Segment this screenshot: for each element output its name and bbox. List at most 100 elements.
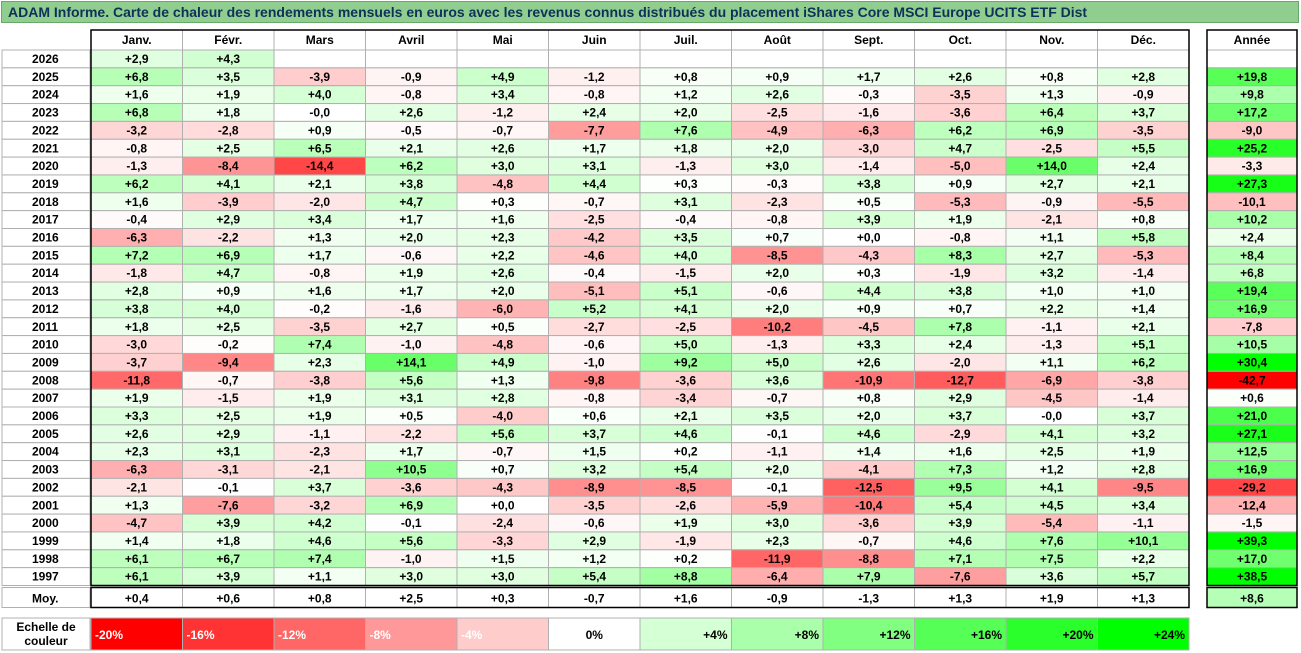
annual-value: +10,5 bbox=[1237, 338, 1268, 352]
heatmap-value: -1,5 bbox=[675, 266, 696, 280]
heatmap-value: +1,5 bbox=[582, 445, 606, 459]
heatmap-value: +2,1 bbox=[674, 409, 698, 423]
heatmap-value: +4,1 bbox=[1040, 480, 1064, 494]
heatmap-value: -0,1 bbox=[401, 516, 422, 530]
heatmap-value: +2,0 bbox=[857, 409, 881, 423]
scale-swatch-label: -12% bbox=[278, 628, 306, 642]
heatmap-value: -1,3 bbox=[767, 338, 788, 352]
heatmap-value: -1,4 bbox=[1133, 391, 1154, 405]
heatmap-value: +4,0 bbox=[308, 88, 332, 102]
heatmap-value: +1,9 bbox=[216, 88, 240, 102]
heatmap-value: -4,5 bbox=[1041, 391, 1062, 405]
heatmap-value: +1,2 bbox=[582, 552, 606, 566]
heatmap-value: -1,5 bbox=[218, 391, 239, 405]
annual-value: +19,4 bbox=[1237, 284, 1268, 298]
avg-value: +0,3 bbox=[491, 592, 515, 606]
heatmap-value: +0,7 bbox=[491, 463, 515, 477]
heatmap-value: +2,8 bbox=[491, 391, 515, 405]
heatmap-value: -0,7 bbox=[218, 373, 239, 387]
heatmap-value: +2,6 bbox=[125, 427, 149, 441]
heatmap-value: -11,9 bbox=[764, 552, 791, 566]
heatmap-value: +6,1 bbox=[125, 552, 149, 566]
heatmap-value: -4,9 bbox=[767, 123, 788, 137]
scale-swatch-label: +12% bbox=[879, 628, 910, 642]
heatmap-value: -9,8 bbox=[584, 373, 605, 387]
heatmap-value: +3,3 bbox=[125, 409, 149, 423]
heatmap-value: +1,3 bbox=[1040, 88, 1064, 102]
heatmap-value: -3,5 bbox=[309, 320, 330, 334]
heatmap-value: +5,5 bbox=[1131, 141, 1155, 155]
year-label: 2016 bbox=[32, 231, 59, 245]
heatmap-value: +3,6 bbox=[1040, 570, 1064, 584]
year-label: 2004 bbox=[32, 445, 59, 459]
heatmap-value: -2,1 bbox=[1041, 213, 1062, 227]
heatmap-value: -2,5 bbox=[584, 213, 605, 227]
month-header: Août bbox=[764, 33, 791, 47]
heatmap-value: -3,6 bbox=[950, 106, 971, 120]
heatmap-value: -3,0 bbox=[858, 141, 879, 155]
heatmap-value: +4,6 bbox=[948, 534, 972, 548]
heatmap-value: +2,3 bbox=[125, 445, 149, 459]
heatmap-cell bbox=[365, 49, 458, 69]
heatmap-value: -10,4 bbox=[855, 498, 883, 512]
heatmap-value: +3,4 bbox=[308, 213, 332, 227]
heatmap-value: +0,8 bbox=[857, 391, 881, 405]
heatmap-value: +1,7 bbox=[857, 70, 881, 84]
heatmap-value: -3,8 bbox=[1133, 373, 1154, 387]
heatmap-value: -10,9 bbox=[855, 373, 883, 387]
year-label: 2021 bbox=[32, 141, 59, 155]
heatmap-value: -0,0 bbox=[309, 106, 330, 120]
heatmap-value: +9,5 bbox=[948, 480, 972, 494]
avg-label-cell bbox=[1, 587, 91, 608]
month-header: Avril bbox=[398, 33, 424, 47]
heatmap-value: +4,3 bbox=[216, 52, 240, 66]
heatmap-value: +1,1 bbox=[1040, 355, 1064, 369]
heatmap-value: +6,9 bbox=[216, 248, 240, 262]
heatmap-value: +2,6 bbox=[399, 106, 423, 120]
heatmap-value: -7,6 bbox=[950, 570, 971, 584]
heatmap-value: +3,2 bbox=[1040, 266, 1064, 280]
year-cell bbox=[1, 567, 91, 587]
month-header: Nov. bbox=[1039, 33, 1064, 47]
heatmap-value: -3,2 bbox=[126, 123, 147, 137]
annual-value: +25,2 bbox=[1237, 141, 1268, 155]
heatmap-value: -2,8 bbox=[218, 123, 239, 137]
heatmap-value: +1,1 bbox=[308, 570, 332, 584]
heatmap-value: +3,1 bbox=[674, 195, 698, 209]
heatmap-value: +0,7 bbox=[765, 231, 789, 245]
heatmap-value: +2,7 bbox=[1040, 248, 1064, 262]
heatmap-value: +3,0 bbox=[765, 159, 789, 173]
scale-swatch bbox=[1097, 617, 1190, 651]
heatmap-value: +0,8 bbox=[1040, 70, 1064, 84]
heatmap-value: -0,4 bbox=[584, 266, 605, 280]
heatmap-value: -3,6 bbox=[675, 373, 696, 387]
heatmap-value: -0,1 bbox=[218, 480, 239, 494]
heatmap-value: +2,8 bbox=[1131, 463, 1155, 477]
heatmap-value: -0,0 bbox=[1041, 409, 1062, 423]
heatmap-value: -0,3 bbox=[858, 88, 879, 102]
heatmap-value: +1,7 bbox=[399, 213, 423, 227]
year-label: 2020 bbox=[32, 159, 59, 173]
year-label: 2009 bbox=[32, 355, 59, 369]
heatmap-cell bbox=[456, 49, 549, 69]
heatmap-value: -6,0 bbox=[492, 302, 513, 316]
year-label: 2022 bbox=[32, 123, 59, 137]
heatmap-value: +4,6 bbox=[857, 427, 881, 441]
heatmap-value: +1,1 bbox=[1040, 231, 1064, 245]
heatmap-value: +0,3 bbox=[491, 195, 515, 209]
annual-header: Année bbox=[1234, 33, 1271, 47]
heatmap-value: +4,6 bbox=[674, 427, 698, 441]
heatmap-value: +7,1 bbox=[948, 552, 972, 566]
heatmap-value: -1,3 bbox=[126, 159, 147, 173]
heatmap-value: +1,2 bbox=[1040, 463, 1064, 477]
heatmap-value: -2,0 bbox=[309, 195, 330, 209]
heatmap-value: +2,4 bbox=[582, 106, 606, 120]
heatmap-value: +4,6 bbox=[308, 534, 332, 548]
heatmap-value: +4,0 bbox=[216, 302, 240, 316]
heatmap-value: +1,6 bbox=[948, 445, 972, 459]
heatmap-value: +0,0 bbox=[857, 231, 881, 245]
heatmap-value: +6,2 bbox=[948, 123, 972, 137]
heatmap-value: -3,6 bbox=[401, 480, 422, 494]
heatmap-value: +1,9 bbox=[308, 409, 332, 423]
annual-value: -29,2 bbox=[1238, 480, 1266, 494]
